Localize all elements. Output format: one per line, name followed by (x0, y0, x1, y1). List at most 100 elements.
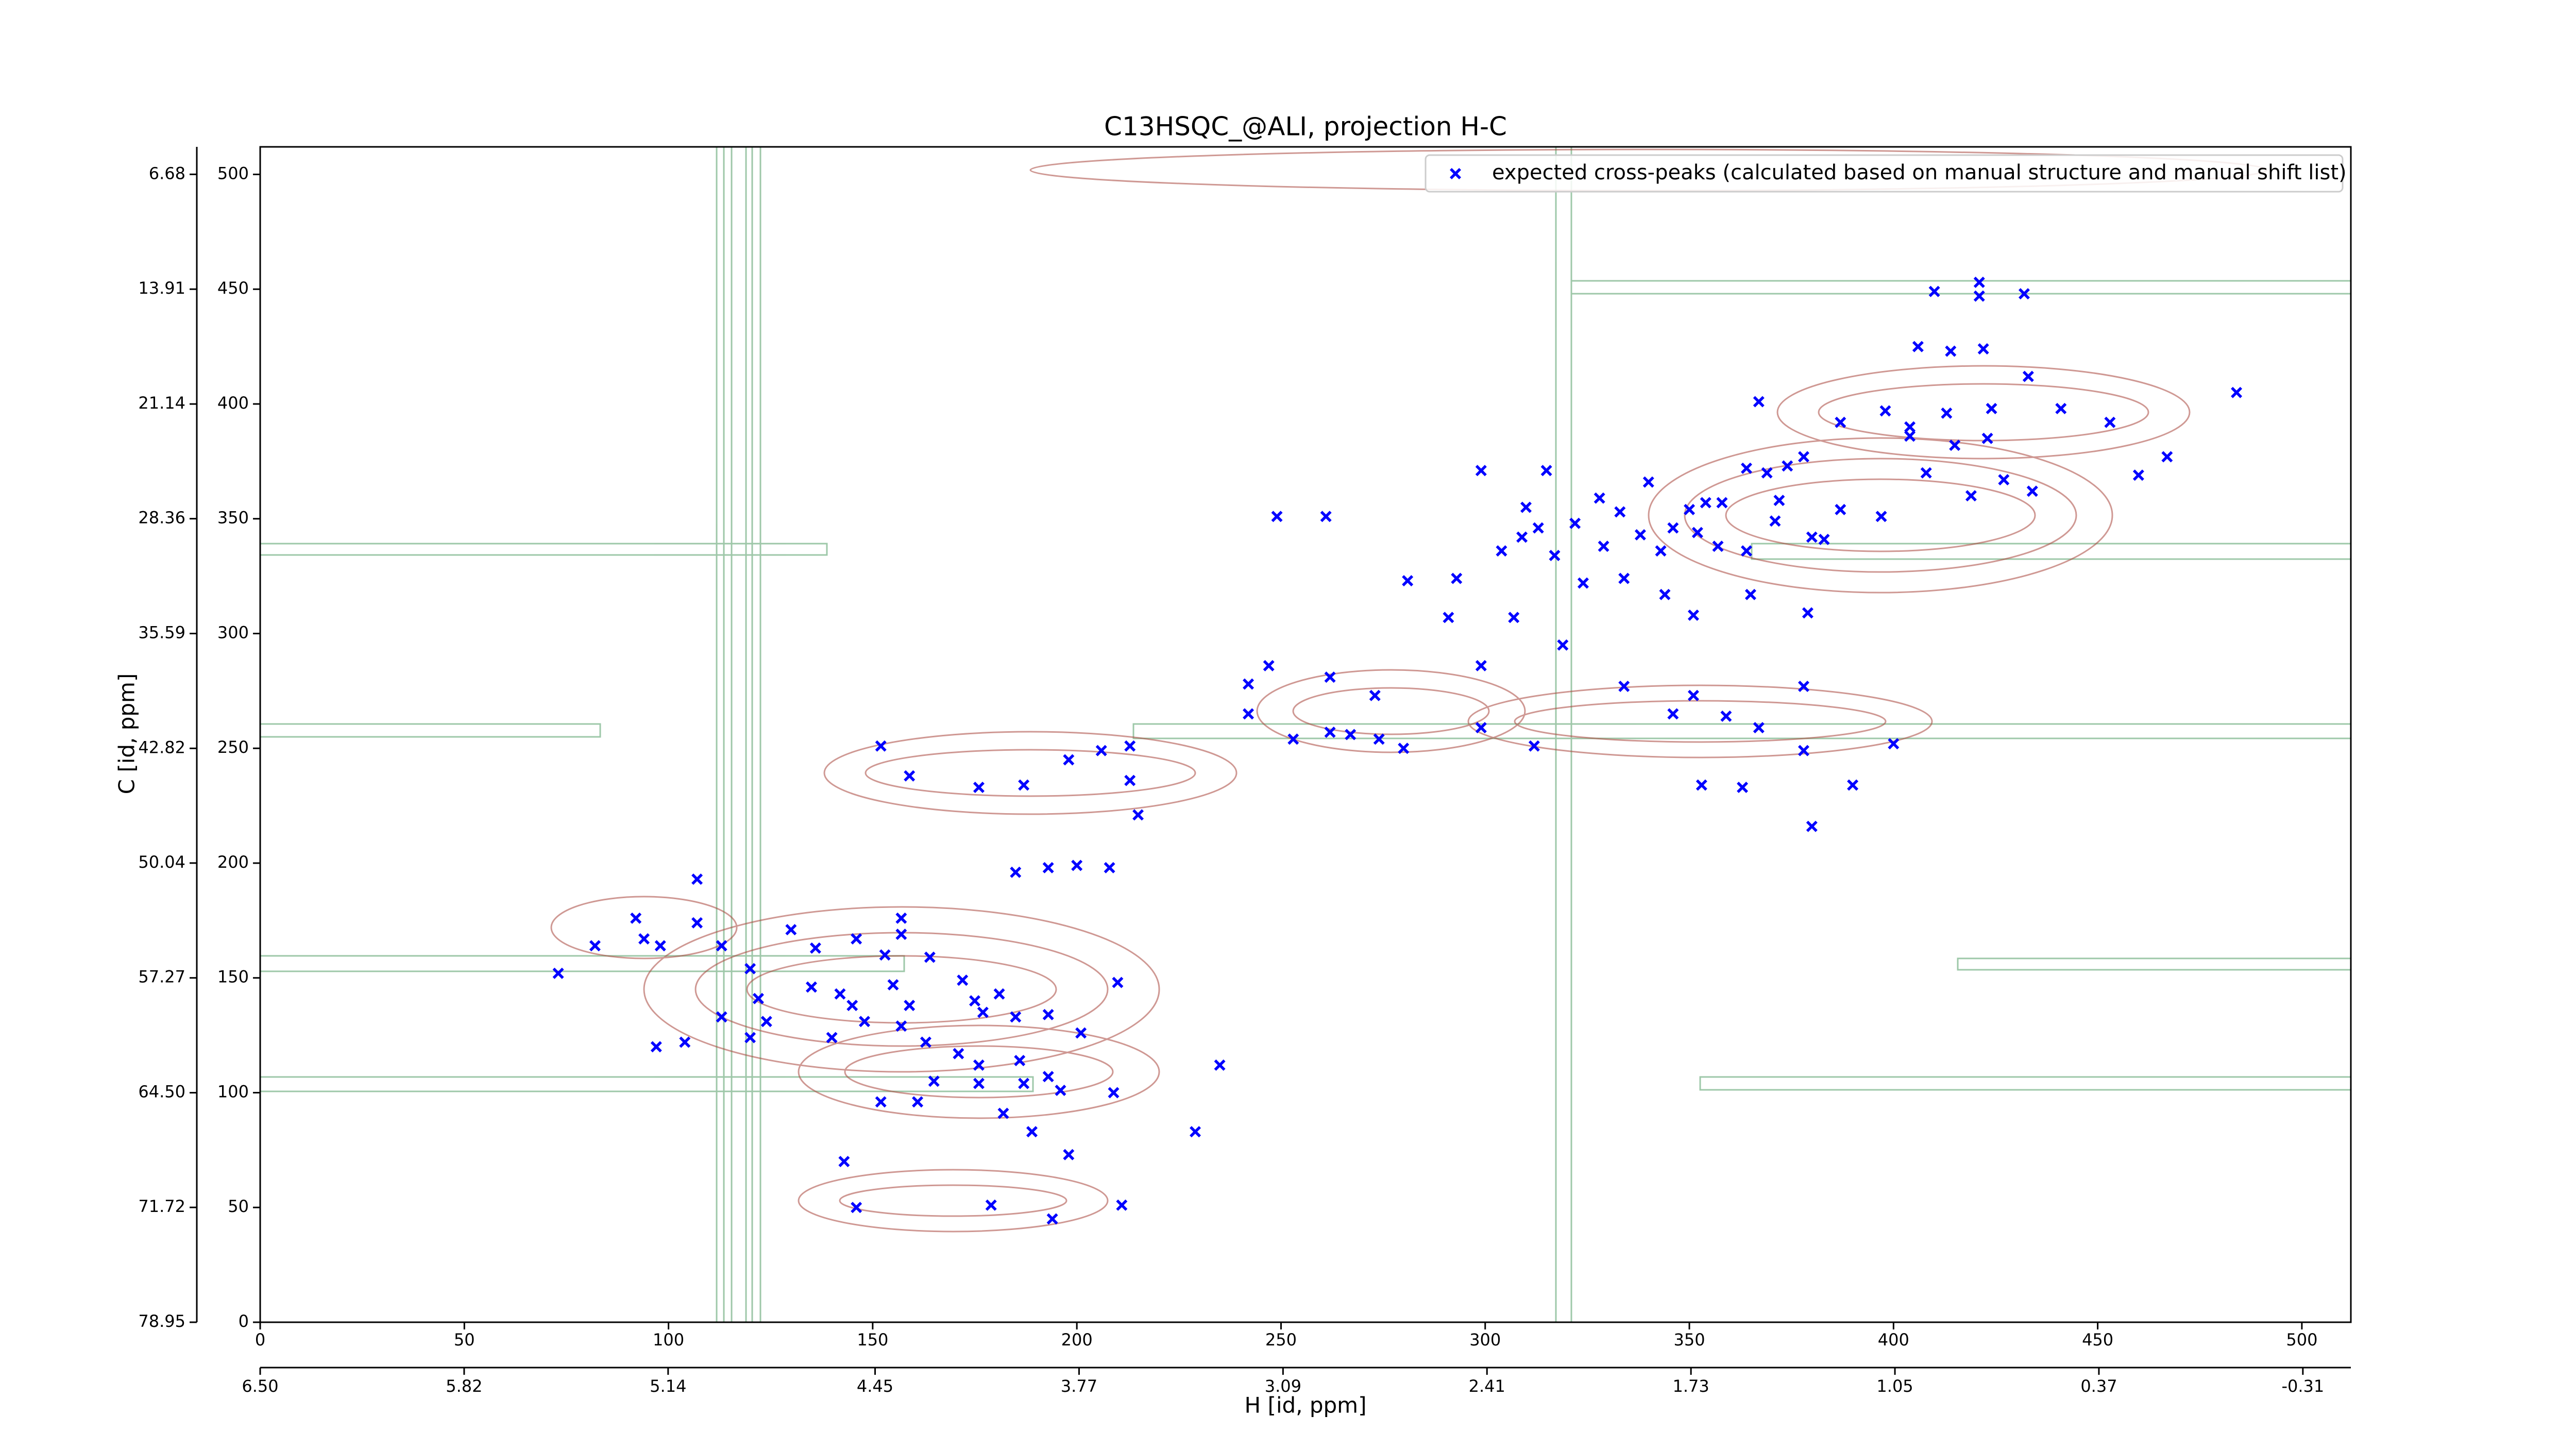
cross-peak (1818, 533, 1830, 545)
cross-peak (1055, 1085, 1066, 1097)
cross-peak (1540, 465, 1552, 477)
cross-peak (1402, 575, 1414, 587)
x2-tick-label: 5.82 (446, 1376, 482, 1396)
x2-tick-label: 4.45 (857, 1376, 893, 1396)
cross-peak (552, 967, 564, 979)
cross-peak (1271, 511, 1283, 523)
cross-peak (1806, 531, 1818, 543)
cross-peak (1973, 290, 1985, 302)
cross-peak (1835, 503, 1846, 515)
y2-tick-label: 21.14 (138, 393, 185, 413)
cross-peak (2161, 451, 2173, 463)
cross-peak (826, 1032, 838, 1043)
y-tick-label: 400 (217, 393, 249, 413)
cross-peak (1112, 976, 1124, 988)
x-tick-label: 300 (1469, 1330, 1501, 1350)
x2-tick-label: 2.41 (1469, 1376, 1505, 1396)
cross-peak (1010, 1011, 1022, 1023)
cross-peak (1104, 862, 1115, 873)
x2-tick-label: 3.77 (1061, 1376, 1097, 1396)
cross-peak (760, 1016, 772, 1027)
y-axis-label: C [id, ppm] (114, 673, 140, 795)
cross-peak (2055, 402, 2067, 414)
x-tick-label: 450 (2082, 1330, 2113, 1350)
cross-peak (1496, 545, 1507, 557)
cross-peak (851, 933, 862, 945)
cross-peak (1071, 860, 1083, 871)
cross-peak (895, 912, 907, 924)
cross-peak (1010, 866, 1022, 878)
cross-peak (1659, 588, 1671, 600)
cross-peak (1132, 809, 1144, 821)
y2-tick-label: 71.72 (138, 1197, 185, 1216)
cross-peak (1712, 541, 1724, 552)
cross-peak (630, 912, 642, 924)
x2-tick-label: 5.14 (650, 1376, 686, 1396)
cross-peak (973, 1077, 985, 1089)
y2-tick-label: 57.27 (138, 967, 185, 987)
cross-peak (851, 1202, 862, 1214)
x-tick-label: 250 (1265, 1330, 1297, 1350)
cross-peak (1243, 678, 1255, 690)
cross-peak (1798, 745, 1809, 756)
cross-peak (895, 1020, 907, 1032)
cross-peak (1577, 577, 1589, 589)
cross-peak (1769, 515, 1781, 527)
cross-peak (1904, 430, 1916, 442)
cross-peak (985, 1199, 997, 1211)
cross-peak (924, 951, 936, 963)
cross-peak (1998, 474, 2010, 485)
cross-peak (1532, 522, 1544, 534)
cross-peak (875, 740, 887, 752)
cross-peak (920, 1036, 931, 1048)
cross-peak (1667, 708, 1679, 720)
cross-peak (838, 1156, 850, 1168)
cross-peak (1798, 451, 1809, 463)
cross-peak (928, 1075, 940, 1087)
cross-peak (1920, 467, 1932, 479)
cross-peak (744, 1032, 756, 1043)
cross-peak (691, 917, 703, 929)
cross-peak (1912, 341, 1924, 352)
cross-peak (1928, 285, 1940, 297)
cross-peak (716, 940, 727, 952)
cross-peak (1063, 1149, 1075, 1160)
cross-peak (1655, 545, 1667, 557)
cross-peak (1981, 432, 1993, 444)
cross-peak (1700, 497, 1711, 509)
cross-peak (1528, 740, 1540, 752)
cross-peak (1018, 1077, 1030, 1089)
cross-peak (752, 992, 764, 1004)
cross-peak (1243, 708, 1255, 720)
cross-peak (912, 1096, 924, 1108)
y2-tick-label: 35.59 (138, 622, 185, 642)
legend-label: expected cross-peaks (calculated based o… (1492, 161, 2347, 184)
cross-peak (1802, 607, 1814, 619)
cross-peak (1042, 862, 1054, 873)
cross-peak (1018, 779, 1030, 791)
cross-peak (1520, 501, 1532, 513)
cross-peak (1753, 396, 1765, 408)
cross-peak (1614, 506, 1626, 518)
cross-peak (1684, 503, 1696, 515)
cross-peak (679, 1036, 691, 1048)
cross-peak (691, 873, 703, 885)
cross-peak (1716, 497, 1728, 509)
cross-peak (904, 1000, 916, 1012)
cross-peak (1046, 1213, 1058, 1225)
cross-peak (1095, 745, 1107, 756)
cross-peak (1642, 476, 1654, 488)
cross-peak (879, 949, 891, 961)
cross-peak (1618, 680, 1630, 692)
cross-peak (1320, 511, 1332, 523)
y2-tick-label: 64.50 (138, 1082, 185, 1102)
cross-peak (1986, 402, 1997, 414)
cross-peak (1026, 1126, 1038, 1138)
cross-peak (1847, 779, 1859, 791)
x-tick-label: 350 (1673, 1330, 1705, 1350)
cross-peak (1287, 733, 1299, 745)
cross-peak (1696, 779, 1707, 791)
cross-peak (1324, 727, 1336, 738)
cross-peak (969, 995, 981, 1007)
